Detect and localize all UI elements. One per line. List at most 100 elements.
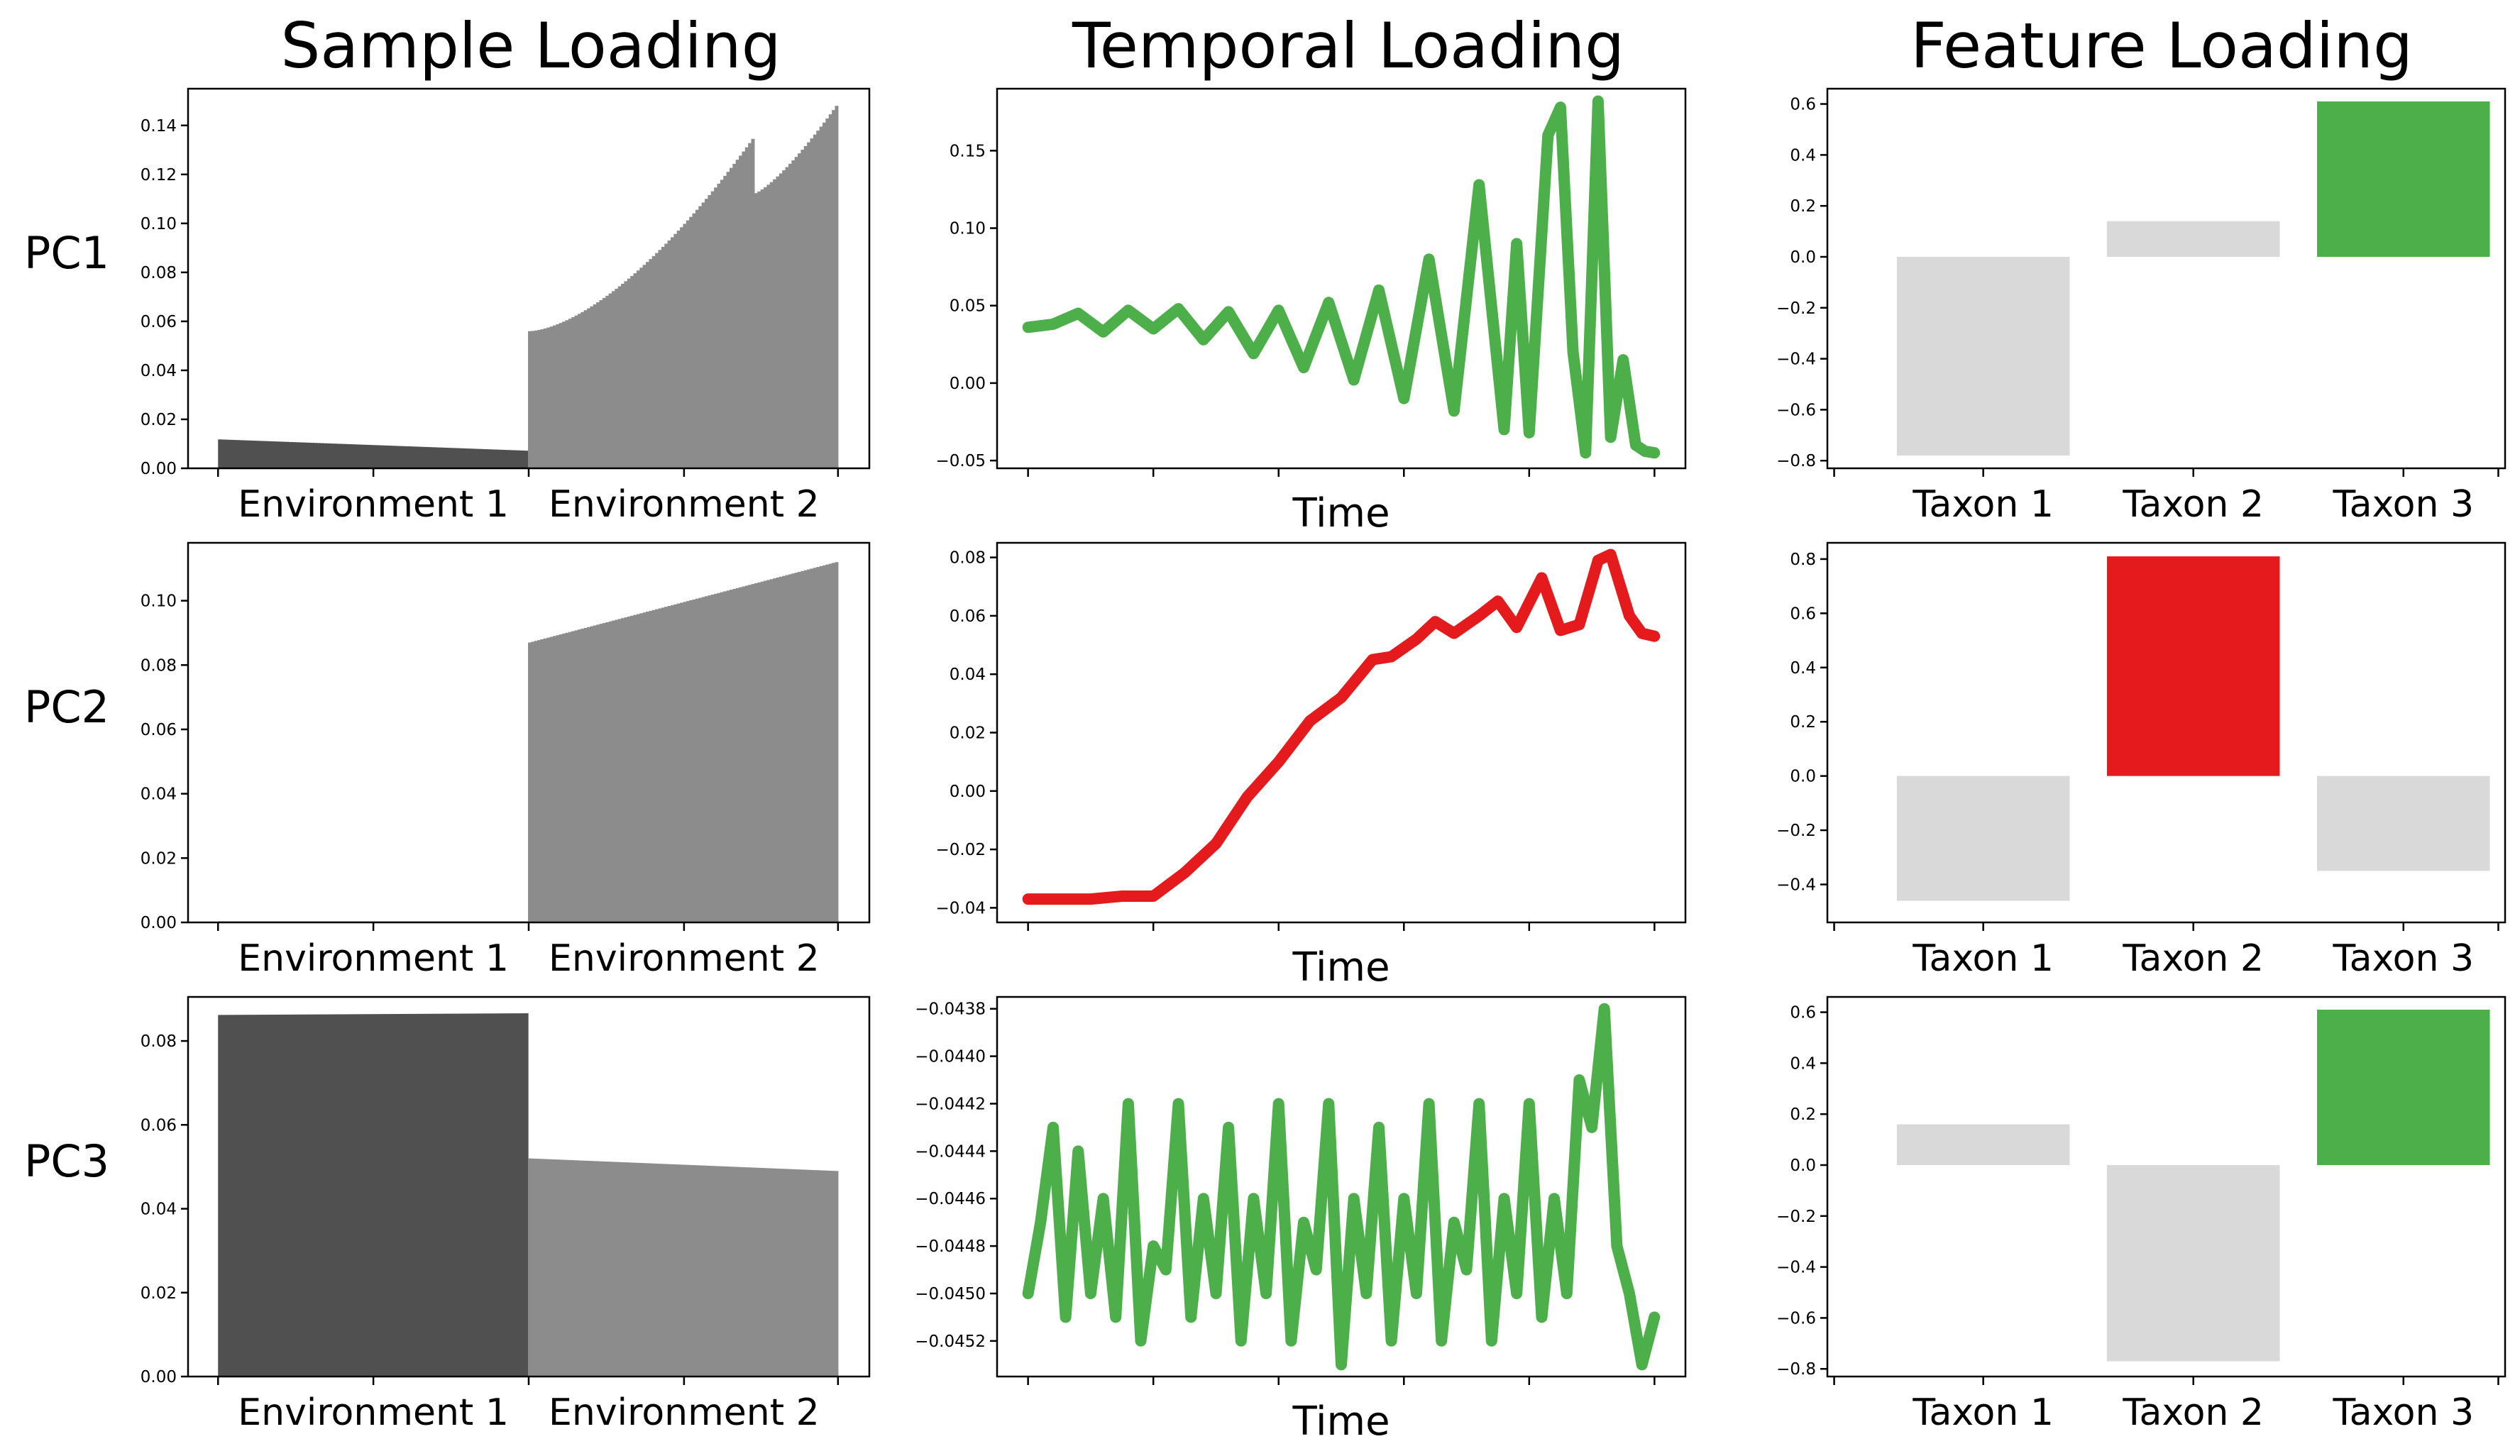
sample-pc2-env2-bar xyxy=(633,614,637,922)
sample-pc1-env1-bar xyxy=(435,447,439,468)
sample-pc1-env1-bar xyxy=(227,439,231,468)
sample-pc2-env2-bar xyxy=(655,609,659,922)
sample-pc2-env2-bar xyxy=(661,607,665,922)
sample-pc3-env2-bar xyxy=(661,1164,665,1377)
sample-pc2-env2-bar xyxy=(726,590,730,922)
sample-pc3-env1-bar xyxy=(218,1015,222,1377)
sample-pc3-env2-bar xyxy=(735,1167,739,1377)
sample-pc1-env2-bar xyxy=(708,194,712,468)
sample-pc3-env1-bar xyxy=(453,1013,458,1377)
sample-pc1-env1-bar xyxy=(488,449,492,468)
sample-pc3-env1-bar xyxy=(348,1014,352,1377)
sample-pc1-env2-bar xyxy=(577,314,581,468)
sample-pc3-env1-bar xyxy=(506,1013,510,1377)
sample-pc1-env1-bar xyxy=(518,450,522,468)
feature-pc2-ytick-label: −0.4 xyxy=(1776,876,1816,895)
sample-pc1-env2-bar xyxy=(717,183,721,468)
sample-pc3-env2-bar xyxy=(698,1165,703,1377)
sample-pc1-env2-bar xyxy=(695,209,699,468)
sample-pc1-env1-bar xyxy=(295,442,299,468)
sample-pc1-env2-bar xyxy=(667,240,671,468)
sample-pc1-env1-bar xyxy=(522,450,526,468)
sample-pc3-env1-bar xyxy=(255,1015,259,1377)
sample-pc3-env2-bar xyxy=(769,1168,774,1377)
sample-pc2-env2-bar xyxy=(735,588,739,922)
temporal-pc2-xlabel: Time xyxy=(1292,944,1390,991)
sample-pc3-env1-bar xyxy=(484,1013,488,1377)
sample-pc2-env2-bar xyxy=(766,580,771,922)
sample-pc2-env2-bar xyxy=(605,622,610,922)
feature-pc2-axes-frame xyxy=(1826,541,2507,924)
sample-pc1-env1-bar xyxy=(382,445,386,468)
sample-pc2-ytick-label: 0.06 xyxy=(141,721,177,739)
sample-pc1-env1-bar xyxy=(472,448,476,468)
sample-pc2-env2-bar xyxy=(751,584,755,922)
temporal-pc3-ytick-label: −0.0442 xyxy=(915,1095,986,1113)
sample-pc2-env2-bar xyxy=(543,638,547,922)
sample-pc1-env2-bar xyxy=(791,160,796,468)
feature-pc1-ytick-label: 0.4 xyxy=(1790,146,1816,165)
sample-pc3-ytick-label: 0.00 xyxy=(141,1368,177,1386)
feature-pc1-bar-taxon-1 xyxy=(1896,256,2070,456)
sample-pc3-env1-bar xyxy=(292,1014,297,1377)
sample-pc2-env2-bar xyxy=(549,636,554,922)
sample-pc3-env2-bar xyxy=(633,1162,637,1377)
sample-pc1-env1-bar xyxy=(376,445,380,468)
sample-pc1-env2-bar xyxy=(686,220,690,468)
sample-pc1-env1-bar xyxy=(388,446,392,468)
sample-pc3-env2-bar xyxy=(832,1171,836,1377)
sample-pc3-env1-bar xyxy=(413,1013,417,1377)
sample-pc2-env2-bar xyxy=(599,624,603,922)
sample-pc2-env2-bar xyxy=(800,570,805,922)
sample-pc3-env1-bar xyxy=(351,1014,356,1377)
sample-pc2-env2-bar xyxy=(689,600,693,922)
sample-pc3-env2-bar xyxy=(664,1164,668,1377)
sample-pc3-ytick-label: 0.04 xyxy=(141,1201,177,1219)
sample-pc3-env1-bar xyxy=(341,1014,346,1377)
sample-pc1-env2-bar xyxy=(543,328,547,468)
feature-pc2-xtick-label-taxon-1: Taxon 1 xyxy=(1912,937,2054,980)
sample-pc2-xtick-label-env1: Environment 1 xyxy=(238,937,509,980)
sample-pc1-env1-bar xyxy=(255,441,259,468)
sample-pc3-env1-bar xyxy=(307,1014,312,1377)
sample-pc3-env2-bar xyxy=(574,1160,578,1377)
sample-pc3-env2-bar xyxy=(803,1169,808,1377)
feature-pc3-bar-taxon-1 xyxy=(1896,1124,2070,1165)
temporal-pc1-ytick-label: 0.15 xyxy=(950,142,986,160)
sample-pc3-env2-bar xyxy=(739,1167,743,1377)
sample-pc2-env2-bar xyxy=(676,603,681,922)
temporal-pc3-ytick-label: −0.0448 xyxy=(915,1237,986,1256)
feature-pc1-ytick-label: 0.2 xyxy=(1790,197,1816,216)
feature-pc1-bar-taxon-3 xyxy=(2316,101,2490,257)
sample-pc1-env1-bar xyxy=(314,443,318,468)
sample-pc1-env2-bar xyxy=(661,246,665,468)
sample-pc1-env2-bar xyxy=(664,243,668,468)
sample-pc3-env1-bar xyxy=(493,1013,497,1377)
sample-pc2-env2-bar xyxy=(528,642,532,922)
title-sample-loading: Sample Loading xyxy=(280,9,781,82)
sample-pc1-env2-bar xyxy=(778,173,783,468)
sample-pc1-env2-bar xyxy=(754,193,758,468)
feature-pc1-panel: −0.8 −0.6 −0.4 −0.2 0.0 0.2 0.4 0.6 Taxon 1 Taxon… xyxy=(1776,87,2507,526)
sample-pc3-env2-bar xyxy=(599,1161,603,1377)
sample-pc3-env2-bar xyxy=(764,1168,767,1377)
feature-pc1-ytick-label: −0.4 xyxy=(1776,351,1816,369)
sample-pc2-env2-bar xyxy=(642,612,646,922)
sample-pc1-env1-bar xyxy=(289,441,293,468)
sample-pc1-env1-bar xyxy=(515,450,519,468)
sample-pc3-xtick-label-env2: Environment 2 xyxy=(549,1391,820,1434)
sample-pc1-env1-bar xyxy=(326,443,331,468)
sample-pc2-env2-bar xyxy=(658,608,662,922)
sample-pc3-env2-bar xyxy=(565,1159,569,1377)
feature-pc3-bar-taxon-2 xyxy=(2106,1164,2280,1362)
sample-pc3-env1-bar xyxy=(488,1013,492,1377)
sample-pc2-env2-bar xyxy=(593,625,597,922)
sample-pc3-env2-bar xyxy=(776,1168,780,1377)
sample-pc3-env2-bar xyxy=(590,1161,594,1377)
sample-pc3-env1-bar xyxy=(469,1013,473,1377)
sample-pc1-env2-bar xyxy=(729,167,733,468)
sample-pc1-env2-bar xyxy=(705,199,708,468)
sample-pc1-env1-bar xyxy=(431,447,436,468)
sample-pc1-env2-bar xyxy=(742,151,746,469)
sample-pc1-ytick-label: 0.00 xyxy=(141,460,177,478)
